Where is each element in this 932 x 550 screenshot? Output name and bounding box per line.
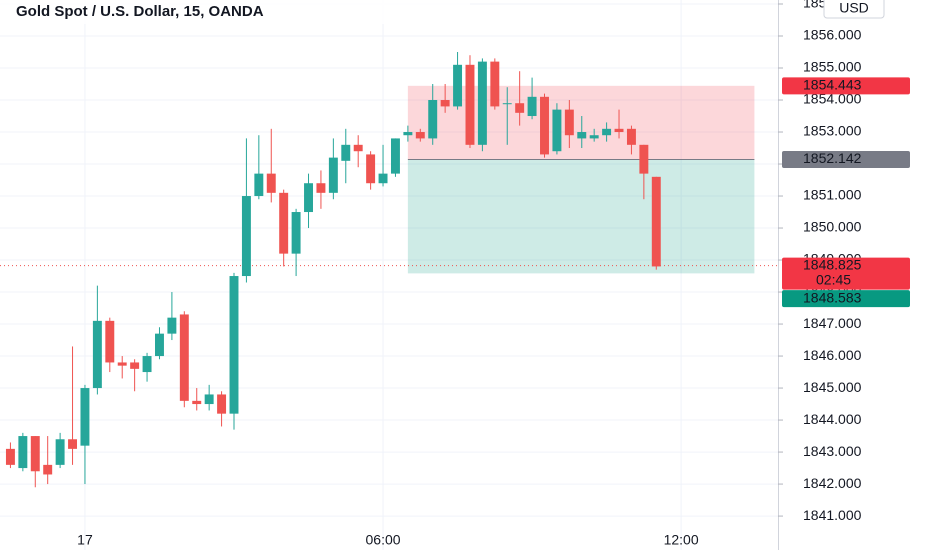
candle-body	[403, 132, 413, 136]
candle-body	[515, 103, 525, 113]
candle-body	[80, 388, 90, 446]
y-tick-label: 1850.000	[803, 219, 862, 235]
candle-body	[155, 333, 164, 357]
y-tick-label: 1841.000	[803, 507, 862, 523]
candle-body	[366, 154, 376, 184]
candle-body	[105, 320, 115, 363]
candle-body	[626, 128, 636, 145]
currency-label: USD	[839, 0, 869, 16]
candle-body	[614, 128, 624, 133]
candle-body	[266, 173, 276, 193]
candle-body	[651, 176, 661, 267]
candle-body	[465, 64, 475, 145]
y-tick-label: 1846.000	[803, 347, 862, 363]
stop-label: 1854.443	[803, 77, 862, 93]
y-tick-label: 1843.000	[803, 443, 862, 459]
candle-body	[490, 61, 500, 107]
target-label: 1848.583	[803, 289, 862, 305]
last-price-label: 1848.825	[803, 256, 862, 272]
candle-body	[328, 157, 338, 193]
candle-body	[43, 464, 53, 475]
candle-body	[440, 100, 450, 107]
candle-body	[30, 436, 40, 472]
y-tick-label: 1855.000	[803, 59, 862, 75]
x-tick-label: 12:00	[664, 532, 699, 548]
chart-title: Gold Spot / U.S. Dollar, 15, OANDA	[16, 3, 264, 20]
candle-body	[639, 144, 649, 174]
entry-label-box	[782, 150, 910, 168]
candle-body	[589, 135, 599, 139]
candle-body	[428, 100, 438, 139]
candle-body	[279, 192, 289, 254]
candle-body	[5, 448, 15, 465]
candle-body	[502, 103, 512, 105]
candle-body	[217, 394, 227, 414]
candle-body	[192, 400, 202, 405]
candle-body	[390, 138, 400, 174]
candle-body	[68, 439, 78, 449]
candle-body	[204, 394, 214, 405]
candle-body	[353, 144, 363, 152]
candle-body	[117, 362, 127, 366]
y-tick-label: 1854.000	[803, 91, 862, 107]
candle-body	[552, 109, 562, 152]
candle-body	[241, 196, 251, 277]
candle-body	[142, 356, 152, 373]
y-tick-label: 1851.000	[803, 187, 862, 203]
candle-body	[179, 314, 189, 401]
candle-body	[316, 183, 326, 193]
last-price-box	[782, 257, 910, 290]
candle-body	[18, 436, 28, 469]
y-tick-label: 1842.000	[803, 475, 862, 491]
y-tick-label: 1844.000	[803, 411, 862, 427]
candle-body	[92, 320, 102, 389]
title-bg	[0, 0, 470, 24]
target-label-box	[782, 290, 910, 308]
stop-label-box	[782, 77, 910, 95]
y-tick-label: 1847.000	[803, 315, 862, 331]
candle-body	[291, 212, 301, 254]
y-tick-label: 1856.000	[803, 27, 862, 43]
candle-body	[564, 109, 574, 136]
x-tick-label: 06:00	[366, 532, 401, 548]
candle-body	[378, 173, 388, 184]
candle-body	[167, 317, 177, 334]
y-tick-label: 1853.000	[803, 123, 862, 139]
candle-body	[453, 64, 463, 107]
x-tick-label: 17	[77, 532, 93, 548]
countdown-label: 02:45	[816, 271, 851, 287]
candle-body	[415, 132, 425, 139]
candle-body	[540, 96, 549, 155]
candle-body	[477, 61, 487, 145]
currency-box	[823, 0, 885, 19]
candle-body	[341, 144, 351, 161]
y-tick-label: 1845.000	[803, 379, 862, 395]
candle-body	[304, 183, 313, 213]
entry-label: 1852.142	[803, 150, 862, 166]
candle-body	[130, 362, 140, 369]
candle-body	[55, 439, 65, 465]
candle-body	[254, 173, 264, 197]
candle-body	[527, 96, 537, 117]
candle-body	[229, 276, 239, 414]
candle-body	[602, 128, 612, 136]
target-zone	[407, 159, 755, 274]
candle-body	[577, 132, 587, 139]
